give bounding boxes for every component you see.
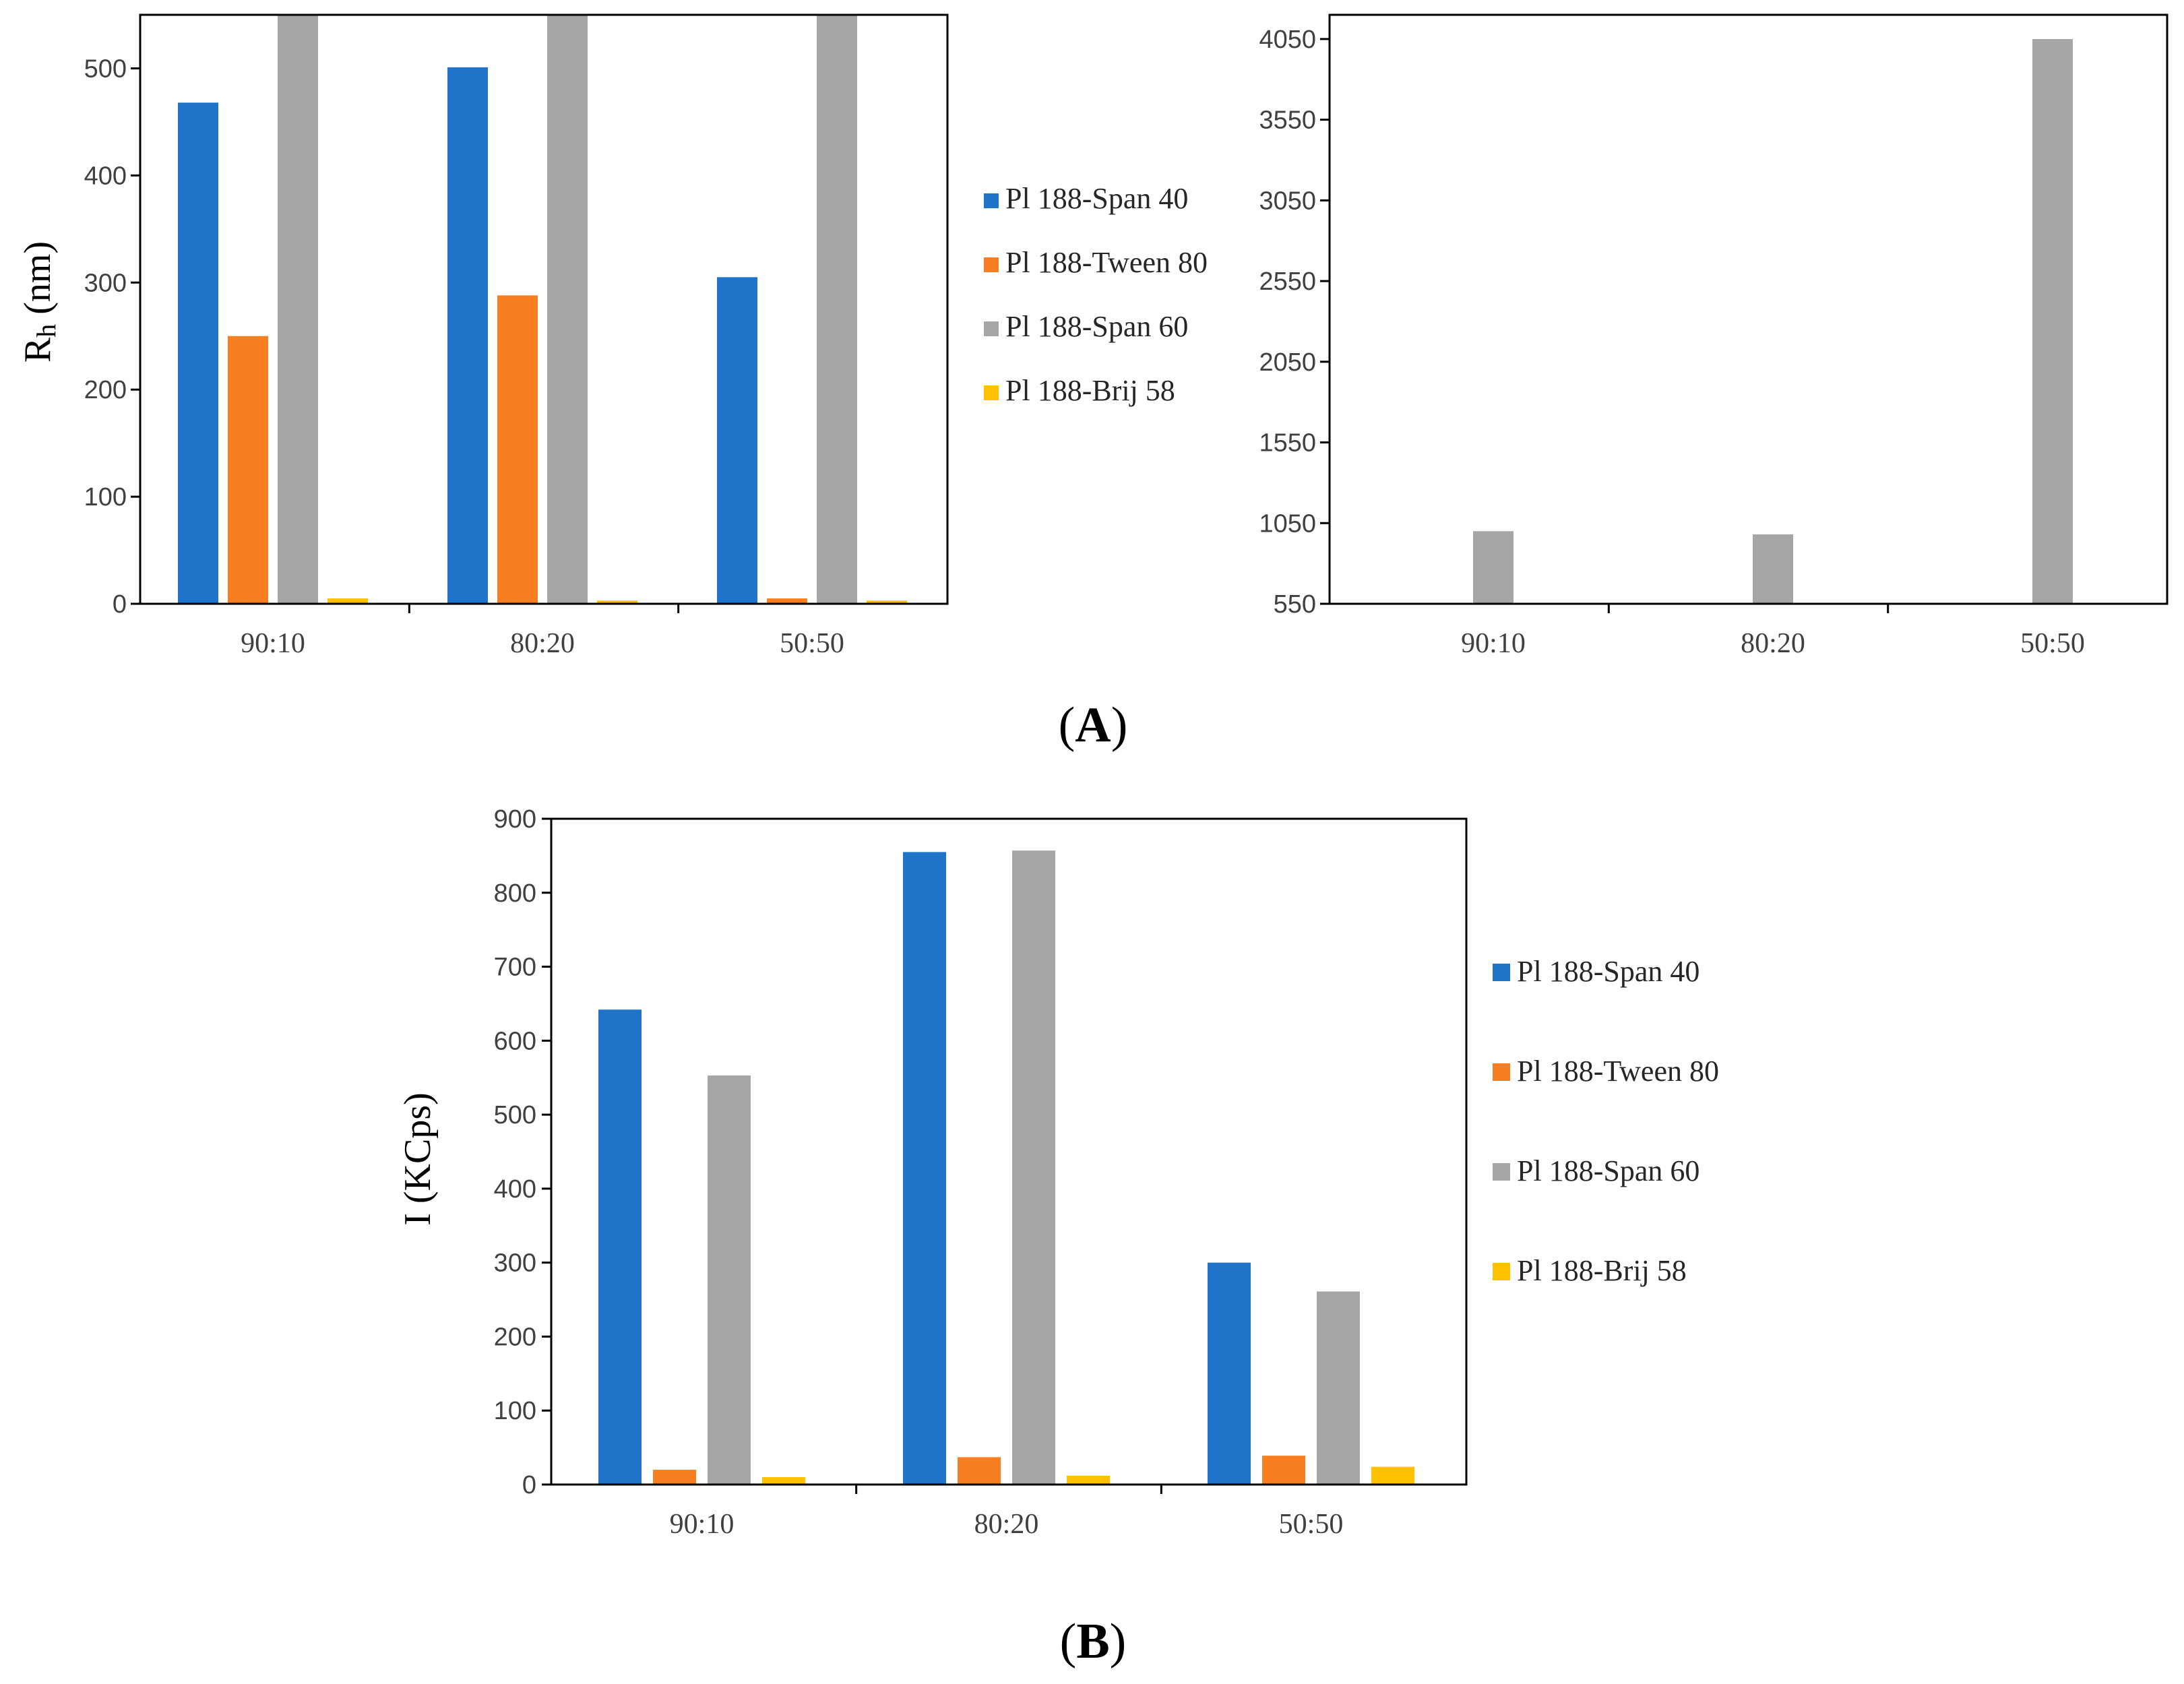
bar-pl-188-tween-80-80-20 <box>958 1457 1001 1485</box>
x-tick-label: 80:20 <box>510 628 575 659</box>
y-axis-label-unit: (nm) <box>17 241 59 324</box>
y-tick-label: 100 <box>494 1397 536 1425</box>
bar-pl-188-tween-80-90-10 <box>653 1470 696 1485</box>
legend-label-pl-188-brij-58: Pl 188-Brij 58 <box>1517 1254 1687 1287</box>
legend-swatch-pl-188-span-60 <box>1493 1163 1510 1181</box>
plot-frame <box>550 817 1468 1486</box>
y-tick-label: 4050 <box>1259 26 1316 54</box>
x-tick-label: 80:20 <box>974 1509 1039 1540</box>
bar-pl-188-span-60-80-20 <box>547 15 588 604</box>
legend-label-pl-188-span-40: Pl 188-Span 40 <box>1517 955 1699 988</box>
legend-swatch-pl-188-span-60 <box>984 321 999 336</box>
bar-pl-188-tween-80-50-50 <box>767 598 807 604</box>
legend-label-pl-188-brij-58: Pl 188-Brij 58 <box>1005 374 1175 407</box>
y-tick-label: 300 <box>84 269 127 297</box>
bar-pl-188-brij-58-50-50 <box>867 600 907 604</box>
bar-pl-188-tween-80-50-50 <box>1262 1456 1305 1485</box>
plot-frame <box>1328 13 2169 605</box>
legend-label-pl-188-span-40: Pl 188-Span 40 <box>1005 182 1188 215</box>
bar-pl-188-span-40-50-50 <box>717 277 757 604</box>
y-tick-label: 500 <box>494 1101 536 1129</box>
panel-b-label: (B) <box>1060 1614 1127 1669</box>
bar-pl-188-brij-58-90-10 <box>762 1477 805 1485</box>
y-tick-label: 100 <box>84 483 127 511</box>
bar-pl-188-span-40-50-50 <box>1208 1262 1251 1485</box>
y-tick-label: 0 <box>522 1471 536 1499</box>
bar-pl-188-span-40-80-20 <box>447 67 488 604</box>
chart-b: 0 100 200 300 400 500 600 700 800 900 90:10 80:20 50… <box>397 805 1468 1540</box>
y-tick-label: 400 <box>494 1175 536 1204</box>
bar-pl-188-span-60-50-50 <box>1317 1291 1360 1485</box>
legend-swatch-pl-188-span-40 <box>984 193 999 208</box>
panel-b-letter: B <box>1076 1614 1109 1669</box>
y-tick-label: 0 <box>113 590 127 619</box>
y-tick-label: 200 <box>84 376 127 404</box>
y-tick-label: 1050 <box>1259 509 1316 538</box>
bar-pl-188-brij-58-90-10 <box>327 598 368 604</box>
legend-label-pl-188-span-60: Pl 188-Span 60 <box>1005 310 1188 343</box>
legend-swatch-pl-188-brij-58 <box>984 385 999 400</box>
bar-pl-188-brij-58-80-20 <box>597 600 637 604</box>
y-tick-label: 3550 <box>1259 106 1316 135</box>
bar-pl-188-span-60-50-50 <box>817 15 857 604</box>
chart-a-right: 550 1050 1550 2050 2550 3050 3550 4050 90:10 80:2… <box>1259 13 2169 659</box>
y-axis-label-main: R <box>17 337 59 363</box>
bar-pl-188-span-60-90-10 <box>1473 531 1514 604</box>
x-tick-label: 90:10 <box>1461 628 1526 659</box>
bar-pl-188-span-60-80-20 <box>1753 534 1793 604</box>
bar-pl-188-span-40-90-10 <box>178 102 218 604</box>
bar-pl-188-span-40-80-20 <box>903 852 946 1485</box>
y-tick-label: 800 <box>494 879 536 908</box>
y-tick-label: 550 <box>1274 590 1316 619</box>
bar-pl-188-brij-58-50-50 <box>1371 1466 1414 1485</box>
y-tick-label: 200 <box>494 1323 536 1351</box>
x-tick-label: 50:50 <box>2020 628 2085 659</box>
y-tick-label: 2550 <box>1259 268 1316 296</box>
panel-a-close: ) <box>1111 697 1128 753</box>
x-tick-label: 50:50 <box>780 628 844 659</box>
panel-b-open: ( <box>1060 1614 1077 1669</box>
bar-pl-188-span-60-90-10 <box>708 1075 751 1485</box>
legend-swatch-pl-188-tween-80 <box>984 257 999 272</box>
y-tick-label: 300 <box>494 1249 536 1278</box>
y-tick-label: 1550 <box>1259 429 1316 458</box>
y-axis-label-sub: h <box>31 324 61 338</box>
legend-label-pl-188-tween-80: Pl 188-Tween 80 <box>1517 1055 1719 1088</box>
y-axis-label: Rh (nm) <box>17 241 61 363</box>
x-tick-label: 50:50 <box>1279 1509 1344 1540</box>
legend-label-pl-188-tween-80: Pl 188-Tween 80 <box>1005 246 1208 279</box>
x-tick-label: 80:20 <box>1741 628 1805 659</box>
bar-pl-188-tween-80-80-20 <box>497 295 538 604</box>
bar-pl-188-span-60-90-10 <box>278 15 318 604</box>
y-tick-label: 600 <box>494 1027 536 1055</box>
chart-a-left: 0 100 200 300 400 500 90:10 80:20 50:50 Rh (nm) <box>17 13 949 659</box>
y-tick-label: 900 <box>494 805 536 834</box>
bar-pl-188-span-60-50-50 <box>2032 38 2073 604</box>
legend-swatch-pl-188-tween-80 <box>1493 1063 1510 1081</box>
bar-pl-188-tween-80-90-10 <box>228 336 268 604</box>
legend-b: Pl 188-Span 40 Pl 188-Tween 80 Pl 188-Span… <box>1493 955 1719 1287</box>
legend-swatch-pl-188-span-40 <box>1493 964 1510 981</box>
legend-label-pl-188-span-60: Pl 188-Span 60 <box>1517 1154 1699 1187</box>
panel-b-close: ) <box>1110 1614 1127 1669</box>
bar-pl-188-brij-58-80-20 <box>1067 1475 1110 1485</box>
y-tick-label: 3050 <box>1259 187 1316 215</box>
bar-pl-188-span-40-90-10 <box>598 1009 642 1485</box>
x-tick-label: 90:10 <box>670 1509 735 1540</box>
x-tick-label: 90:10 <box>241 628 305 659</box>
y-tick-label: 2050 <box>1259 348 1316 377</box>
bar-pl-188-span-60-80-20 <box>1012 850 1055 1485</box>
y-tick-label: 400 <box>84 162 127 190</box>
panel-a-letter: A <box>1075 697 1111 753</box>
y-tick-label: 500 <box>84 55 127 83</box>
y-axis-label-b: I (KCps) <box>397 1092 439 1226</box>
legend-a: Pl 188-Span 40 Pl 188-Tween 80 Pl 188-Span… <box>984 182 1208 407</box>
y-tick-label: 700 <box>494 954 536 982</box>
legend-swatch-pl-188-brij-58 <box>1493 1263 1510 1280</box>
panel-a-open: ( <box>1059 697 1075 753</box>
plot-frame <box>139 13 949 605</box>
panel-a-label: (A) <box>1059 697 1128 753</box>
